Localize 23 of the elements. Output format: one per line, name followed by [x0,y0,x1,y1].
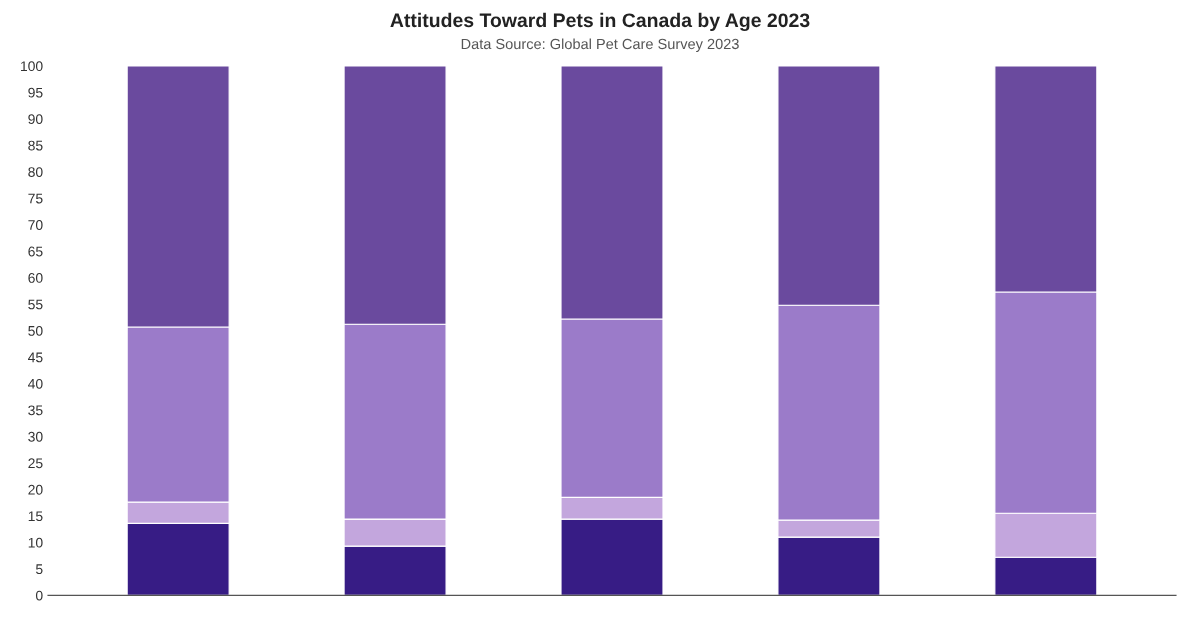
y-tick-label: 45 [28,352,43,363]
y-tick-label: 95 [28,87,43,98]
y-tick-label: 15 [28,511,43,522]
y-tick-label: 35 [28,405,43,416]
y-tick-label: 65 [28,246,43,257]
y-tick-label: 70 [28,220,43,230]
y-tick-label: 50 [28,325,43,336]
y-tick-label: 0 [35,590,43,601]
chart-subtitle: Data Source: Global Pet Care Survey 2023 [461,38,739,53]
y-tick-label: 30 [28,431,43,442]
y-tick-label: 55 [28,299,43,310]
y-tick-label: 80 [28,167,43,177]
y-tick-label: 25 [28,458,43,469]
y-tick-label: 90 [28,114,43,125]
y-tick-label: 85 [28,140,43,151]
y-tick-label: 10 [28,537,43,548]
y-tick-label: 20 [28,484,43,495]
y-tick-label: 75 [28,193,43,204]
y-tick-label: 40 [28,378,43,389]
chart-title: Attitudes Toward Pets in Canada by Age 2023 [390,12,810,32]
y-tick-label: 60 [28,273,43,283]
y-tick-label: 5 [35,564,43,575]
y-tick-label: 100 [21,61,43,72]
